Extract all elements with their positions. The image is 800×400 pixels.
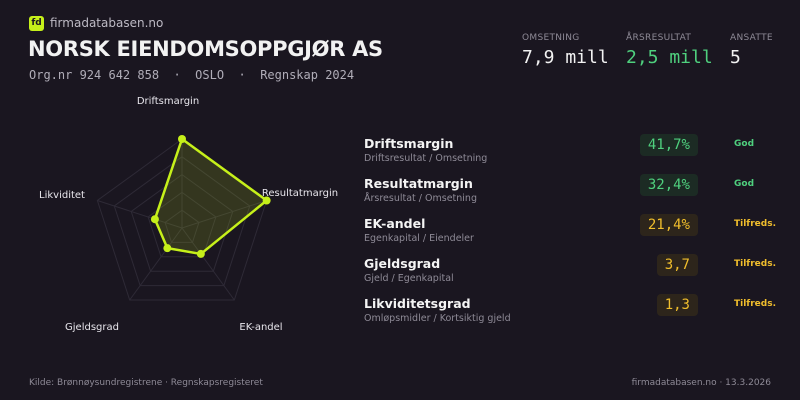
radar-series-area: [153, 137, 268, 256]
metric-row: Driftsmargin Driftsresultat / Omsetning …: [364, 134, 784, 176]
footer-right: firmadatabasen.no · 13.3.2026: [631, 378, 771, 388]
radar-grid-ring: [130, 173, 234, 272]
metric-value: 1,3: [656, 294, 698, 316]
radar-axis-label: Driftsmargin: [137, 96, 199, 107]
metric-row: Gjeldsgrad Gjeld / Egenkapital 3,7 Tilfr…: [364, 254, 784, 296]
kpi-label: ÅRSRESULTAT: [626, 33, 692, 43]
kpi-omsetning: OMSETNING 7,9 mill: [522, 33, 609, 68]
radar-grid-ring: [164, 209, 200, 243]
metric-status: Tilfreds.: [734, 219, 776, 229]
kpi-arsresultat: ÅRSRESULTAT 2,5 mill: [626, 33, 713, 68]
radar-point: [163, 244, 172, 253]
radar-point: [262, 196, 271, 205]
metric-desc: Årsresultat / Omsetning: [364, 193, 477, 204]
radar-grid-ring: [113, 156, 251, 287]
metric-name: Likviditetsgrad: [364, 296, 471, 311]
radar-axis-label: Likviditet: [39, 190, 85, 201]
metric-row: Likviditetsgrad Omløpsmidler / Kortsikti…: [364, 294, 784, 336]
radar-point: [150, 215, 159, 224]
kpi-label: ANSATTE: [730, 33, 773, 43]
radar-spoke: [181, 227, 235, 301]
metric-desc: Gjeld / Egenkapital: [364, 273, 454, 284]
metric-status: Tilfreds.: [734, 259, 776, 269]
kpi-value: 2,5 mill: [626, 47, 713, 68]
radar-spoke: [181, 200, 267, 229]
metric-name: EK-andel: [364, 216, 426, 231]
radar-axis-label: Resultatmargin: [262, 188, 338, 199]
logo: fd: [29, 16, 44, 31]
metric-desc: Egenkapital / Eiendeler: [364, 233, 474, 244]
metric-row: EK-andel Egenkapital / Eiendeler 21,4% T…: [364, 214, 784, 256]
radar-grid-ring: [147, 191, 217, 258]
metric-value: 41,7%: [639, 134, 698, 156]
metric-value: 32,4%: [639, 174, 698, 196]
metric-desc: Omløpsmidler / Kortsiktig gjeld: [364, 313, 511, 324]
metric-value: 21,4%: [639, 214, 698, 236]
company-subtitle: Org.nr 924 642 858 · OSLO · Regnskap 202…: [29, 68, 355, 82]
radar-axis-label: Gjeldsgrad: [65, 322, 119, 333]
metric-name: Resultatmargin: [364, 176, 473, 191]
radar-chart: Driftsmargin Resultatmargin EK-andel Gjelds…: [39, 96, 338, 333]
radar-axis-label: EK-andel: [239, 322, 282, 333]
radar-point: [178, 135, 186, 143]
metric-name: Gjeldsgrad: [364, 256, 441, 271]
kpi-ansatte: ANSATTE 5: [730, 33, 773, 68]
metric-desc: Driftsresultat / Omsetning: [364, 153, 488, 164]
company-name: NORSK EIENDOMSOPPGJØR AS: [28, 37, 383, 61]
radar-spoke: [129, 227, 183, 301]
site-name[interactable]: firmadatabasen.no: [50, 16, 164, 30]
kpi-label: OMSETNING: [522, 33, 580, 43]
kpi-value: 5: [730, 47, 741, 68]
footer-source: Kilde: Brønnøysundregistrene · Regnskaps…: [29, 378, 263, 388]
kpi-value: 7,9 mill: [522, 47, 609, 68]
metric-status: God: [734, 139, 755, 149]
metric-name: Driftsmargin: [364, 136, 454, 151]
metric-value: 3,7: [656, 254, 698, 276]
radar-point: [196, 249, 205, 258]
metric-status: Tilfreds.: [734, 299, 776, 309]
metric-row: Resultatmargin Årsresultat / Omsetning 3…: [364, 174, 784, 216]
radar-spoke: [97, 200, 183, 229]
metric-status: God: [734, 179, 755, 189]
